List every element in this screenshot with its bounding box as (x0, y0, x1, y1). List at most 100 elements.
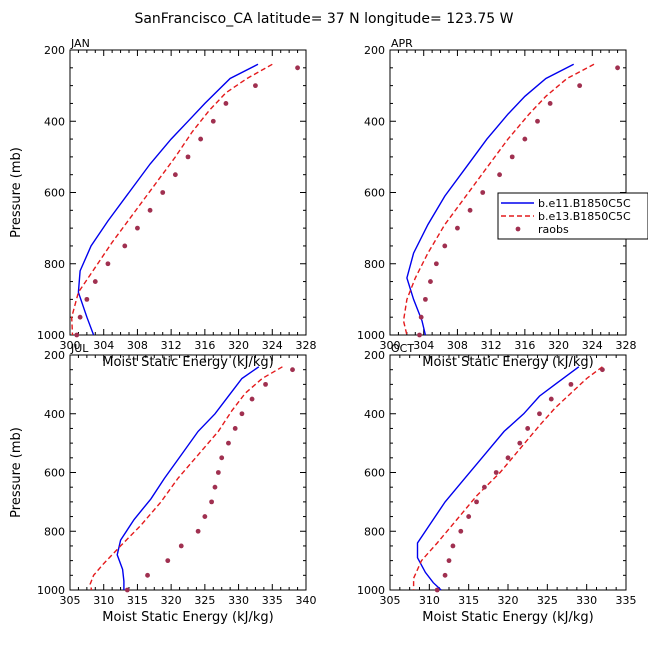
raobs-point (466, 514, 472, 519)
raobs-point (450, 543, 456, 549)
raobs-point (493, 470, 499, 475)
x-tick-label: 305 (380, 594, 401, 607)
x-tick-label: 312 (481, 339, 502, 352)
raobs-point (433, 261, 439, 267)
raobs-point (249, 396, 255, 402)
raobs-point (446, 558, 452, 564)
panel-oct: OCT 305 310 315 320 325 330 335 200 400 600 800 1000… (357, 342, 637, 625)
x-tick-label: 305 (60, 594, 81, 607)
raobs-point (467, 207, 473, 213)
panel-title: JUL (70, 342, 89, 355)
legend-marker-raobs (515, 226, 521, 232)
x-tick-label: 330 (228, 594, 249, 607)
x-tick-label: 300 (60, 339, 81, 352)
raobs-point (442, 572, 448, 578)
y-tick-label: 200 (364, 349, 385, 362)
x-tick-label: 300 (380, 339, 401, 352)
x-tick-label: 310 (419, 594, 440, 607)
x-tick-label: 328 (296, 339, 317, 352)
raobs-point (497, 172, 502, 178)
x-tick-label: 320 (228, 339, 249, 352)
x-tick-label: 335 (262, 594, 283, 607)
raobs-point (219, 455, 225, 461)
raobs-point (226, 440, 231, 446)
raobs-point (209, 499, 215, 505)
legend-label: raobs (538, 223, 569, 236)
raobs-point (537, 411, 542, 417)
raobs-point (202, 514, 208, 519)
x-tick-label: 320 (548, 339, 569, 352)
y-tick-label: 1000 (37, 584, 65, 597)
raobs-point (210, 118, 216, 124)
x-axis-label: Moist Static Energy (kJ/kg) (102, 355, 273, 370)
raobs-point (295, 65, 300, 71)
legend-label: b.e11.B1850C5C (538, 197, 631, 210)
x-axis-label: Moist Static Energy (kJ/kg) (422, 355, 593, 370)
y-tick-label: 400 (44, 408, 65, 421)
raobs-point (92, 279, 98, 284)
x-tick-label: 312 (161, 339, 182, 352)
x-tick-label: 324 (262, 339, 283, 352)
y-tick-label: 600 (364, 467, 385, 480)
panel-title: OCT (391, 342, 414, 355)
y-tick-label: 400 (364, 408, 385, 421)
raobs-point (263, 381, 268, 387)
raobs-point (135, 225, 140, 231)
x-tick-label: 328 (616, 339, 637, 352)
raobs-point (198, 136, 204, 142)
raobs-point (525, 426, 531, 431)
y-tick-label: 400 (364, 115, 385, 128)
y-tick-label: 1000 (357, 584, 385, 597)
raobs-point (147, 207, 153, 213)
x-tick-label: 316 (514, 339, 535, 352)
raobs-point (547, 101, 553, 106)
raobs-point (232, 426, 238, 431)
raobs-point (253, 83, 258, 89)
raobs-point (480, 190, 486, 195)
raobs-point (165, 558, 171, 564)
raobs-point (423, 296, 428, 302)
series-line-e13 (89, 366, 283, 591)
x-tick-label: 308 (127, 339, 148, 352)
y-tick-label: 600 (44, 467, 65, 480)
series-line-e13 (412, 366, 603, 590)
series-line-e11 (406, 63, 575, 336)
y-tick-label: 200 (44, 349, 65, 362)
raobs-point (195, 528, 201, 534)
series-line-e11 (416, 366, 580, 591)
raobs-point (458, 528, 464, 534)
x-tick-label: 325 (537, 594, 558, 607)
raobs-point (160, 190, 166, 195)
raobs-point (442, 243, 448, 249)
raobs-point (290, 367, 295, 373)
x-tick-label: 335 (616, 594, 637, 607)
raobs-point (455, 225, 460, 231)
raobs-point (212, 484, 218, 490)
raobs-point (239, 411, 245, 417)
panel-apr: APR 300 304 308 312 316 320 324 328 200 400 600 800 1… (357, 37, 648, 370)
raobs-point (418, 314, 424, 320)
x-tick-label: 320 (498, 594, 519, 607)
figure-title: SanFrancisco_CA latitude= 37 N longitude… (134, 11, 513, 27)
x-tick-label: 304 (413, 339, 434, 352)
raobs-point (215, 470, 221, 475)
raobs-point (178, 543, 184, 549)
y-tick-label: 200 (44, 44, 65, 57)
raobs-point (434, 587, 440, 593)
y-tick-label: 800 (364, 258, 385, 271)
panel-jul: JUL 305 310 315 320 325 330 335 340 200 400 600 800 1… (9, 342, 317, 625)
raobs-point (74, 332, 80, 338)
plot-frame (389, 354, 627, 591)
raobs-point (223, 101, 229, 106)
y-tick-label: 800 (44, 258, 65, 271)
y-tick-label: 600 (44, 187, 65, 200)
raobs-point (417, 332, 422, 338)
series-line-e13 (402, 63, 595, 336)
x-tick-label: 315 (127, 594, 148, 607)
raobs-point (600, 367, 605, 373)
panel-title: APR (391, 37, 413, 50)
legend-box (497, 192, 648, 240)
raobs-point (577, 83, 583, 89)
raobs-point (124, 587, 130, 593)
